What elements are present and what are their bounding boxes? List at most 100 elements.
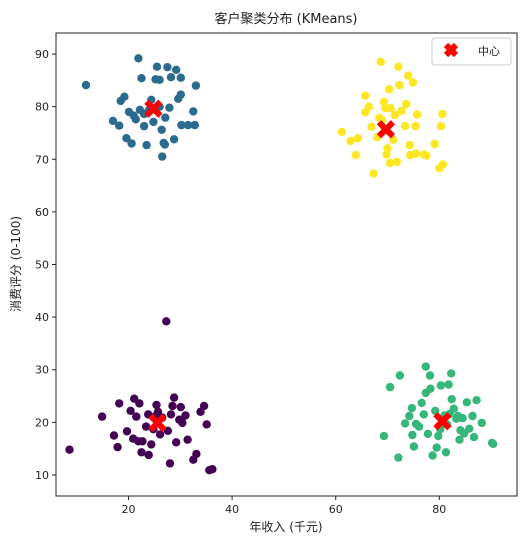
data-point [472,396,481,405]
data-point [176,73,185,82]
data-point [411,121,420,131]
data-point [161,113,170,122]
data-point [402,99,411,109]
y-tick-label: 20 [35,416,49,429]
data-point [191,81,201,90]
data-point [126,406,135,415]
data-point [468,411,477,421]
data-point [337,127,347,137]
data-point [178,418,187,428]
y-axis-title: 消费评分 (0-100) [9,216,23,312]
data-point [138,437,147,446]
y-tick-label: 80 [35,101,49,114]
data-point [172,65,181,75]
data-point [113,442,122,452]
data-point [397,106,406,116]
data-point [189,107,198,116]
data-point [394,453,403,462]
data-point [395,371,405,380]
data-point [153,407,163,416]
data-point [166,410,176,419]
data-point [419,410,428,419]
data-point [441,448,451,457]
data-point [131,115,140,124]
data-point [422,151,431,160]
data-point [384,85,394,94]
data-point [353,134,363,143]
x-tick-label: 60 [329,503,343,516]
data-point [400,121,410,131]
data-point [426,384,435,393]
data-point [489,439,498,449]
data-point [127,139,136,148]
x-tick-label: 20 [122,503,136,516]
data-point [169,135,179,144]
data-point [132,412,141,421]
legend-box [431,37,512,66]
x-axis: 20 40 60 80 [122,496,446,516]
data-point [385,158,395,168]
data-point [361,91,370,100]
data-point [434,431,443,441]
data-point [139,121,149,131]
data-point [449,404,458,413]
data-point [109,431,119,440]
data-point [379,431,389,441]
data-point [428,451,437,460]
data-point [115,121,124,130]
data-point [172,438,181,447]
data-point [465,424,474,433]
data-point [395,80,404,90]
data-point [181,411,190,420]
data-point [158,152,167,161]
data-point [199,401,209,411]
points-layer [65,54,498,475]
data-point [115,399,124,408]
data-point [458,413,467,423]
data-point [346,136,355,146]
x-tick-label: 80 [432,503,446,516]
data-point [183,120,193,130]
data-point [444,380,453,389]
data-point [438,109,447,119]
data-point [168,401,177,411]
data-point [430,139,439,149]
data-point [392,157,401,167]
y-tick-label: 90 [35,48,49,61]
data-point [166,73,176,82]
data-point [97,412,107,421]
data-point [367,122,376,131]
data-point [411,149,421,158]
data-point [137,448,146,457]
data-point [137,74,146,83]
data-point [162,317,171,326]
data-point [436,121,446,131]
data-point [383,144,392,153]
data-point [177,120,186,130]
data-point [202,420,211,429]
plot-area: 20 40 60 80 10 20 30 40 50 60 70 80 90 [35,32,518,516]
y-tick-label: 70 [35,153,49,166]
data-point [400,419,410,428]
data-point [351,150,361,160]
data-point [409,442,419,451]
data-point [165,103,174,112]
data-point [407,403,417,413]
data-point [155,430,165,439]
data-point [163,426,173,435]
data-point [165,459,175,468]
data-point [135,399,144,408]
data-point [147,440,156,449]
y-tick-label: 10 [35,469,49,482]
data-point [379,97,389,107]
data-point [405,411,414,421]
data-point [404,71,413,80]
data-point [169,393,179,402]
data-point [157,125,166,134]
data-point [385,382,395,392]
data-point [447,395,456,404]
data-point [423,429,433,439]
data-point [421,362,430,371]
data-point [412,110,422,119]
